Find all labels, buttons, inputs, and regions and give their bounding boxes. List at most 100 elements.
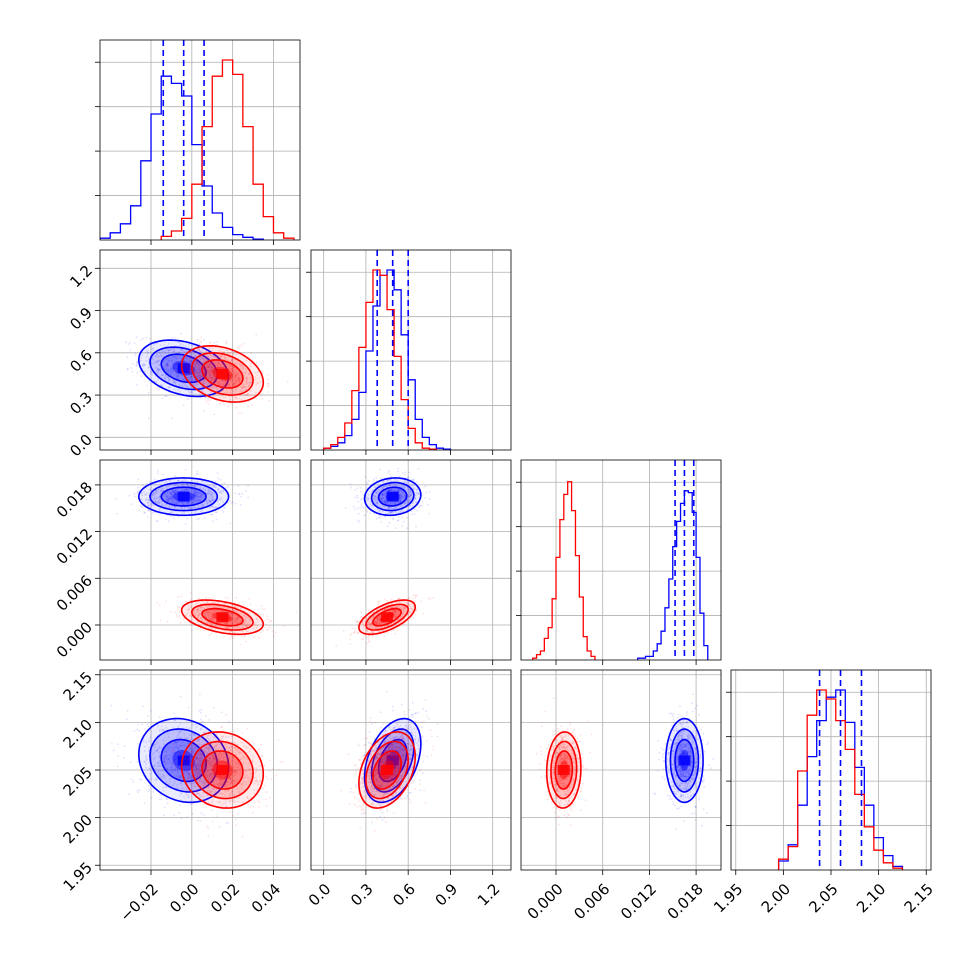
sample-point (220, 387, 222, 390)
sample-point (205, 625, 208, 628)
sample-point (250, 352, 253, 355)
sample-point (170, 374, 172, 376)
sample-point (389, 478, 392, 481)
sample-point (177, 375, 180, 378)
sample-point (234, 374, 237, 377)
sample-point (169, 370, 172, 372)
sample-point (209, 499, 212, 502)
sample-point (184, 488, 187, 491)
sample-point (393, 502, 396, 505)
sample-point (221, 483, 224, 486)
sample-point (398, 498, 401, 501)
sample-point (201, 357, 204, 360)
sample-point (146, 492, 148, 494)
sample-point (117, 743, 119, 746)
sample-point (406, 527, 408, 530)
sample-point (211, 366, 213, 369)
sample-point (197, 498, 200, 501)
sample-point (206, 365, 208, 368)
sample-point (217, 609, 219, 612)
sample-point (209, 342, 211, 345)
sample-point (239, 363, 241, 366)
sample-point (207, 366, 209, 369)
sample-point (410, 492, 413, 494)
panel-frame (99, 39, 301, 241)
sample-point (171, 501, 174, 504)
sample-point (148, 510, 151, 512)
sample-point (221, 351, 224, 354)
sample-point (162, 355, 165, 357)
sample-point (211, 366, 214, 368)
sample-point (210, 376, 212, 379)
sample-point (169, 480, 171, 482)
sample-point (386, 501, 389, 504)
sample-point (169, 498, 171, 501)
sample-point (398, 475, 400, 478)
sample-point (180, 595, 183, 598)
sample-point (175, 362, 178, 365)
sample-point (230, 388, 233, 391)
sample-point (235, 396, 238, 399)
sample-point (196, 490, 199, 493)
sample-point (230, 502, 233, 504)
sample-point (230, 367, 232, 370)
sample-point (179, 371, 182, 373)
sample-point (223, 356, 226, 359)
sample-point (140, 339, 143, 341)
sample-point (375, 491, 377, 494)
sample-point (154, 499, 157, 502)
sample-point (207, 622, 210, 625)
sample-point (148, 481, 151, 483)
sample-point (385, 484, 388, 487)
sample-point (143, 491, 145, 493)
sample-point (165, 362, 168, 364)
sample-point (214, 361, 217, 364)
sample-point (191, 484, 194, 487)
sample-point (219, 490, 221, 493)
sample-point (221, 390, 224, 392)
sample-point (374, 495, 377, 498)
sample-point (243, 394, 246, 396)
sample-point (188, 344, 190, 346)
sample-point (214, 379, 216, 382)
sample-point (388, 511, 390, 514)
sample-point (182, 344, 185, 347)
sample-point (367, 638, 370, 641)
sample-point (206, 359, 208, 362)
sample-point (193, 506, 196, 509)
sample-point (142, 364, 145, 367)
sample-point (224, 382, 227, 385)
sample-point (225, 596, 227, 599)
sample-point (167, 376, 170, 378)
sample-point (173, 502, 175, 504)
sample-point (181, 380, 184, 383)
sample-point (164, 806, 166, 809)
sample-point (207, 615, 210, 617)
sample-point (228, 383, 231, 386)
sample-point (258, 377, 261, 380)
sample-point (198, 492, 201, 495)
sample-point (193, 490, 196, 493)
sample-point (197, 365, 199, 367)
sample-point (397, 515, 400, 518)
sample-point (404, 494, 407, 497)
sample-point (218, 605, 221, 608)
sample-point (213, 609, 216, 612)
sample-point (212, 355, 215, 357)
sample-point (214, 511, 217, 514)
sample-point (387, 508, 390, 510)
sample-point (244, 624, 247, 626)
sample-point (428, 512, 431, 515)
sample-point (195, 351, 198, 354)
sample-point (198, 348, 200, 351)
sample-point (171, 348, 174, 351)
sample-point (224, 381, 227, 384)
sample-point (168, 379, 171, 382)
sample-point (224, 603, 227, 606)
sample-point (220, 355, 223, 358)
sample-point (184, 478, 187, 481)
sample-point (215, 364, 217, 366)
sample-point (191, 501, 194, 504)
plot-area (323, 250, 452, 450)
